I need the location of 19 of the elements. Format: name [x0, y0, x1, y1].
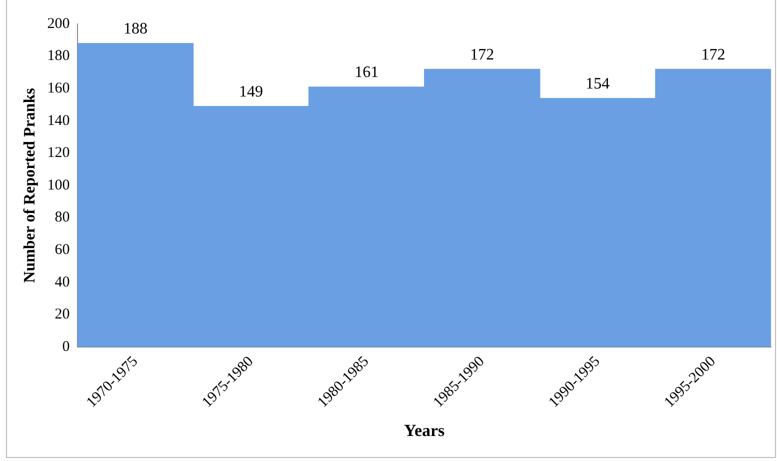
y-tick-label: 140	[47, 112, 70, 129]
x-axis-title: Years	[404, 421, 446, 440]
y-tick-label: 100	[47, 177, 70, 194]
y-tick-label: 60	[54, 242, 70, 258]
y-tick-label: 180	[47, 48, 70, 64]
y-tick-label: 0	[62, 338, 70, 355]
data-label: 172	[470, 46, 494, 64]
y-axis-title: Number of Reported Pranks	[22, 88, 39, 283]
data-label: 154	[586, 75, 610, 92]
y-tick-label: 200	[47, 16, 70, 32]
y-tick-label: 20	[54, 306, 70, 323]
data-label: 188	[123, 20, 148, 38]
y-tick-label: 160	[47, 80, 70, 97]
y-tick-label: 120	[47, 145, 70, 162]
y-tick-label: 40	[54, 274, 70, 290]
data-label: 149	[239, 84, 264, 101]
y-tick-label: 80	[54, 210, 70, 226]
data-label: 172	[701, 46, 726, 64]
data-label: 161	[354, 64, 379, 82]
